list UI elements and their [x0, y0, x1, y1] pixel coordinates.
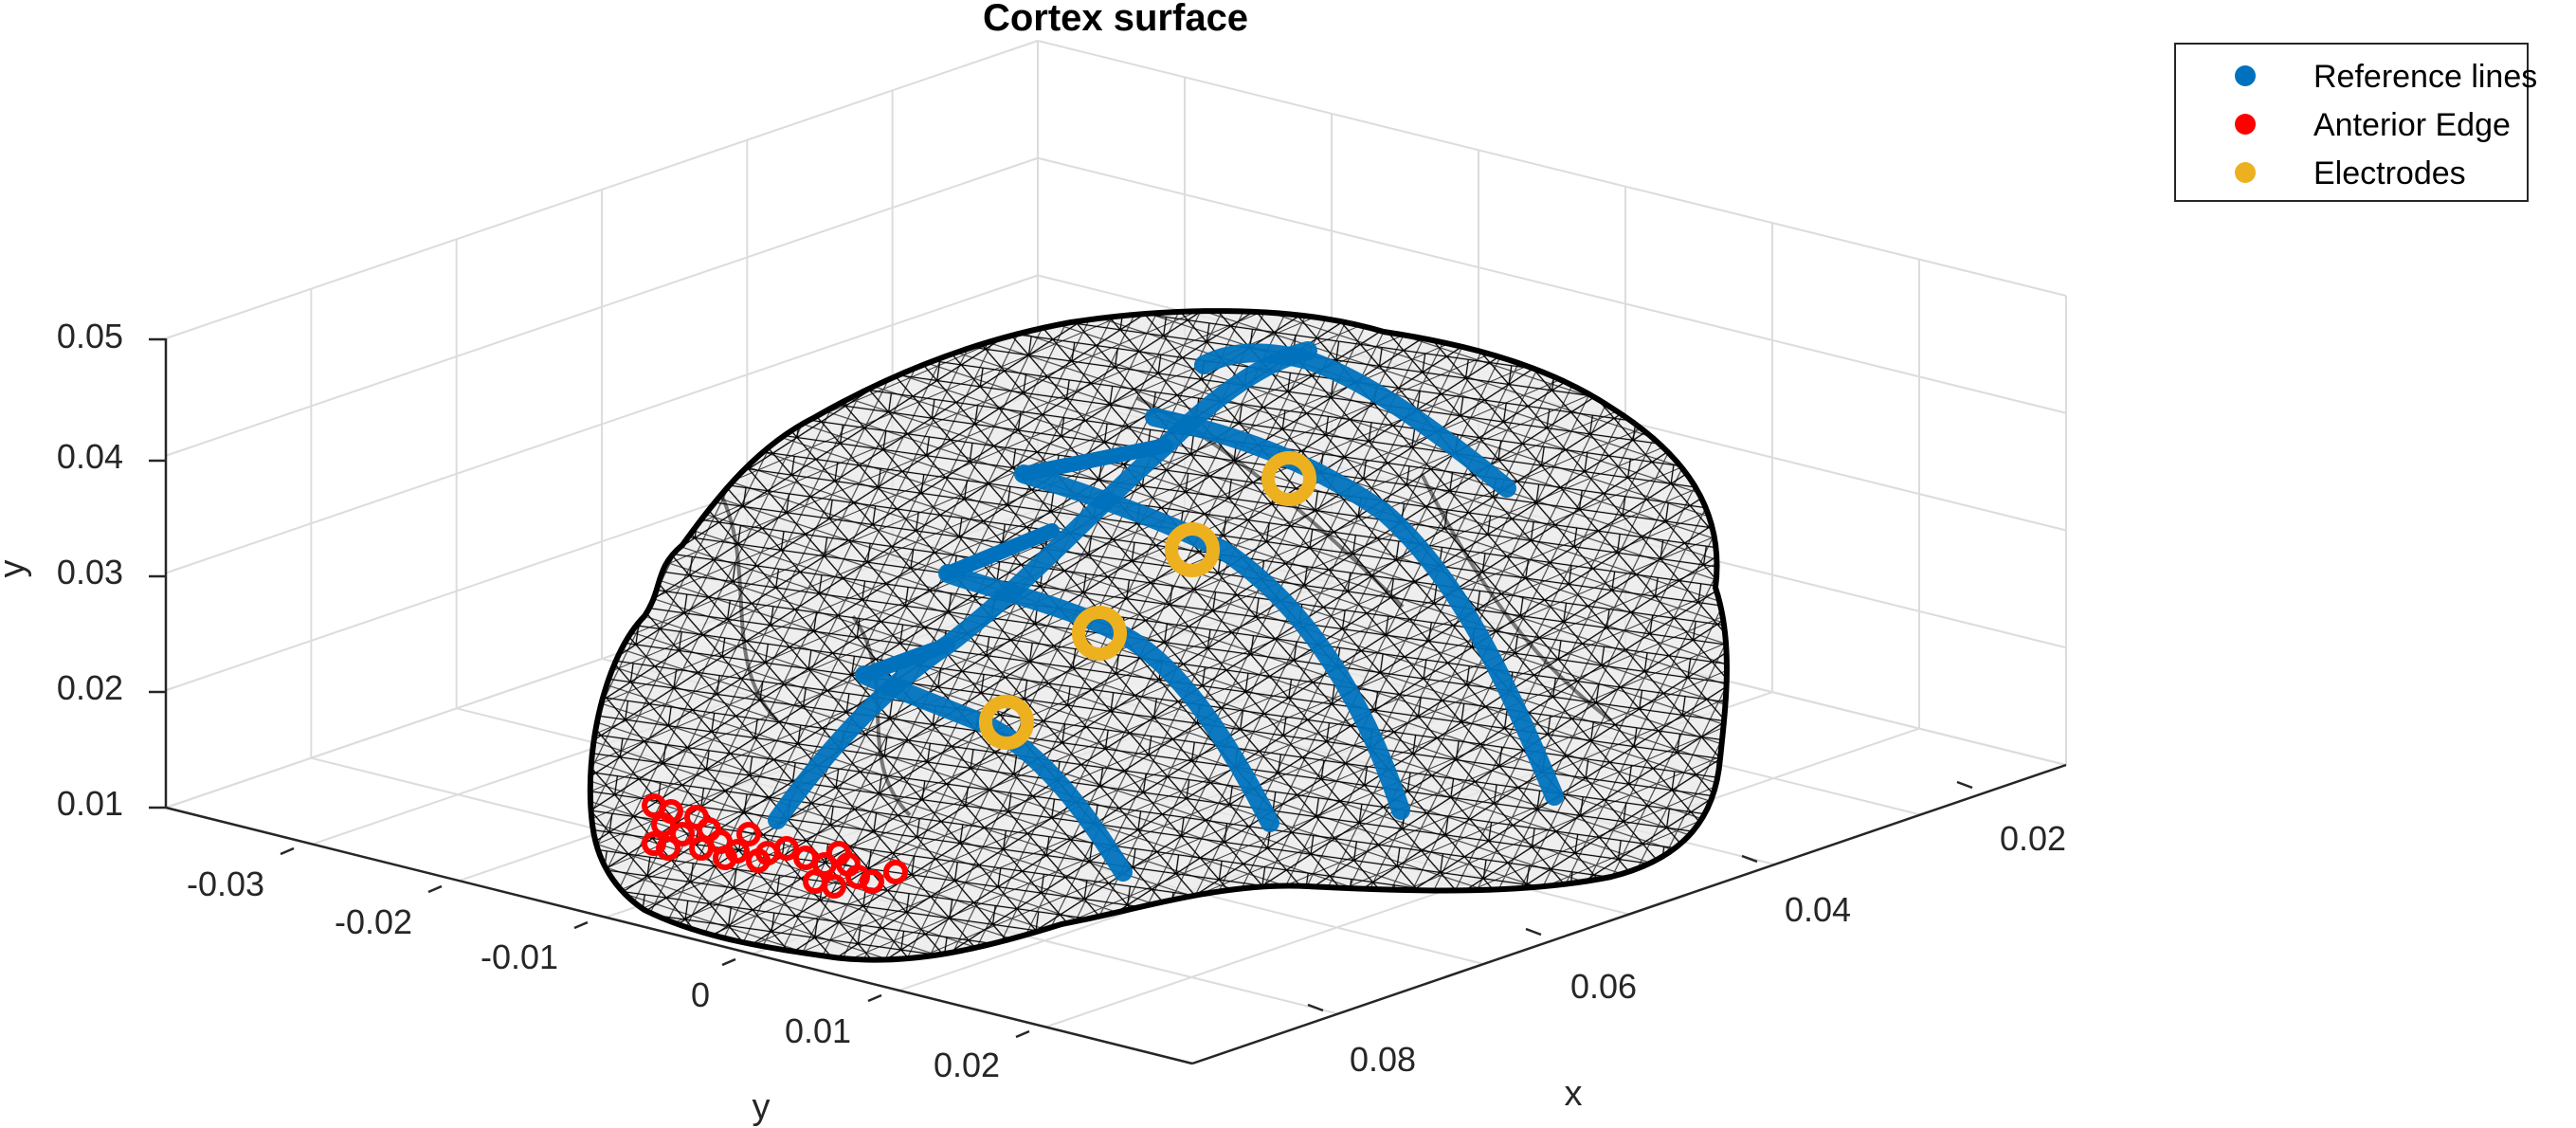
y-axis-line [165, 806, 1193, 1065]
grid-line [165, 274, 1039, 574]
z-tick-label: 0.05 [57, 317, 123, 355]
y-tick-label: -0.03 [187, 864, 264, 903]
x-tick-label: 0.04 [1785, 890, 1851, 929]
legend: Reference lines Anterior Edge Electrodes [2174, 43, 2537, 202]
reference-line [1145, 408, 1564, 806]
x-tick [1956, 780, 1973, 790]
electrode-marker [1261, 451, 1316, 506]
electrode-marker [1165, 522, 1220, 577]
z-tick-label: 0.02 [57, 668, 123, 707]
grid-line [165, 40, 1039, 339]
x-tick-label: 0.08 [1350, 1040, 1416, 1079]
chart-title: Cortex surface [983, 0, 1248, 39]
y-tick-label: -0.02 [335, 902, 412, 941]
anterior-edge-point [656, 836, 680, 861]
anterior-edge-point [746, 848, 771, 873]
z-tick-label: 0.01 [57, 784, 123, 823]
y-tick-label: -0.01 [481, 937, 558, 976]
anterior-edge-point [736, 822, 761, 846]
legend-marker-anterior-edge [2235, 114, 2256, 135]
y-tick-labels: -0.03 -0.02 -0.01 0 0.01 0.02 [187, 864, 1000, 1084]
anterior-edge-point [670, 822, 695, 846]
x-axis-label: x [1565, 1074, 1583, 1114]
legend-marker-reference-lines [2235, 65, 2256, 86]
z-tick-label: 0.04 [57, 437, 123, 476]
reference-line [857, 637, 955, 682]
anterior-edge-point [684, 805, 709, 829]
y-tick-label: 0 [691, 975, 710, 1014]
anterior-edge-point [822, 874, 846, 899]
reference-line [1014, 464, 1410, 820]
anterior-edge-point [713, 846, 737, 870]
legend-label-reference-lines: Reference lines [2313, 59, 2537, 95]
legend-box [2174, 43, 2529, 202]
z-tick-labels: 0.01 0.02 0.03 0.04 0.05 [57, 317, 123, 823]
data-series [642, 341, 1564, 899]
y-tick-label: 0.01 [785, 1011, 851, 1050]
x-tick-labels: 0.02 0.04 0.06 0.08 [1350, 819, 2066, 1079]
grid-line [1037, 156, 2067, 414]
anterior-edge-point [689, 836, 714, 861]
y-tick [573, 920, 589, 930]
y-tick [1015, 1029, 1030, 1039]
reference-line [940, 523, 1060, 581]
reference-line [768, 341, 1317, 829]
anterior-edge-point [659, 799, 683, 824]
z-tick-label: 0.03 [57, 553, 123, 591]
y-tick [867, 993, 882, 1003]
y-tick [427, 884, 443, 894]
legend-label-anterior-edge: Anterior Edge [2313, 107, 2511, 143]
axes [149, 337, 2067, 1065]
legend-label-electrodes: Electrodes [2313, 155, 2466, 191]
reference-line [1016, 438, 1173, 482]
electrode-marker [1072, 606, 1127, 661]
x-tick-label: 0.02 [2000, 819, 2066, 858]
grid-line [165, 156, 1039, 457]
x-axis-line [1191, 763, 2067, 1065]
x-tick [1741, 854, 1758, 864]
anterior-edge-point [860, 869, 884, 894]
electrode-marker [979, 695, 1034, 750]
anterior-edge-point [774, 836, 799, 861]
legend-marker-electrodes [2235, 162, 2256, 183]
y-tick [721, 957, 736, 967]
x-tick [1307, 1003, 1324, 1012]
x-tick [1525, 927, 1542, 937]
y-axis-label: y [753, 1087, 771, 1127]
x-tick-label: 0.06 [1570, 967, 1637, 1006]
y-tick-label: 0.02 [934, 1046, 1000, 1084]
y-tick [280, 846, 295, 856]
grid-line [1037, 40, 2067, 297]
anterior-edge-point [883, 860, 908, 884]
reference-line [1194, 343, 1516, 498]
z-axis-label: y [0, 560, 32, 578]
